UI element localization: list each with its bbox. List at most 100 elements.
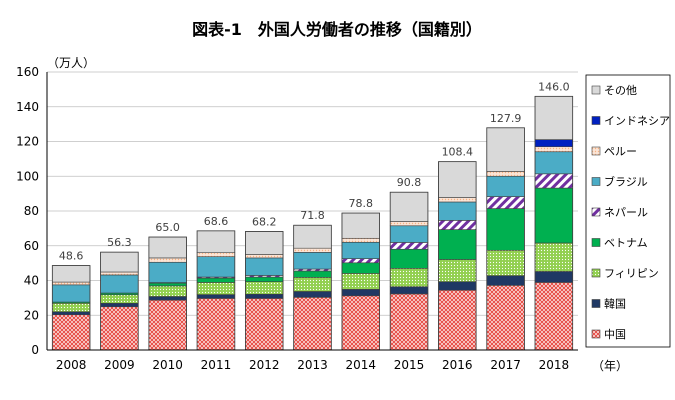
bar-segment [148,257,187,263]
bar-segment [148,261,187,283]
bar-segment [52,314,91,351]
bar-segment [389,191,429,222]
y-tick-label: 80 [24,204,39,218]
bar-segment [196,252,236,257]
x-tick-label: 2015 [394,358,425,372]
bar-segment [245,254,284,259]
bar-segment [486,208,525,251]
bar-segment [100,274,139,294]
legend-swatch [591,177,601,186]
bar-segment [534,96,573,140]
bar-segment [293,252,332,270]
x-tick-label: 2018 [539,358,570,372]
bar-segment [486,285,525,351]
legend-label: ペルー [604,145,637,158]
bar-segment [534,151,573,175]
total-label: 56.3 [107,236,132,249]
legend-swatch [591,238,601,247]
bar-segment [341,212,380,239]
bar-segment [148,236,187,259]
bar-segment [293,270,332,278]
bar-segment [245,281,284,295]
legend-label: 韓国 [604,298,626,311]
bar-segment [438,220,477,230]
bar-segment [52,302,91,313]
total-label: 71.8 [300,209,325,222]
total-label: 90.8 [397,176,422,189]
bar-segment [341,241,380,259]
bar-segment [196,256,236,278]
x-tick-label: 2014 [345,358,376,372]
bar-segment [52,284,91,303]
bar-segment [534,282,573,351]
legend-label: ベトナム [604,237,648,250]
total-label: 127.9 [490,112,522,125]
legend-swatch [591,116,601,125]
bar-segment [486,171,525,177]
bar-segment [389,293,429,351]
bar-segment [534,242,573,272]
x-axis-ticks: 2008 2009 2010 2011 2012 2013 2014 2015 2016 2017… [56,358,569,372]
legend-swatch [591,299,601,308]
bar-segment [196,277,236,283]
bar-segment [341,295,380,351]
bar-segment [438,281,477,291]
legend-swatch [591,85,601,95]
bar-segment [438,161,477,198]
y-tick-label: 100 [16,169,39,183]
bar-segment [293,277,332,292]
chart-title: 図表-1 外国人労働者の推移（国籍別） [192,20,482,39]
bar-segment [100,302,139,308]
x-tick-label: 2010 [152,358,183,372]
bar-segment [389,248,429,269]
bar-segment [52,311,91,316]
axes [46,72,578,351]
x-tick-label: 2008 [56,358,87,372]
total-label: 65.0 [155,221,180,234]
bar-segment [534,139,573,148]
bar-segment [100,306,139,351]
bar-segment [293,247,332,253]
legend-swatch [591,329,601,339]
y-tick-label: 0 [31,343,39,357]
legend-label: フィリピン [604,267,659,280]
y-axis-ticks: 0 20 40 60 80 100 120 140 160 [16,65,39,357]
bar-segment [148,299,187,351]
legend-label: その他 [604,84,637,97]
y-tick-label: 20 [24,308,39,322]
bar-segment [389,225,429,243]
bar-segment [341,289,380,297]
bar-segment [389,286,429,295]
total-label: 68.2 [252,216,277,229]
legend-swatch [591,146,601,156]
bar-segment [534,187,573,244]
bar-segment [341,237,380,243]
legend-label: ネパール [604,206,648,219]
x-tick-label: 2009 [104,358,135,372]
x-tick-label: 2017 [490,358,521,372]
legend-swatch [591,207,601,217]
bar-segment [245,298,284,351]
y-tick-label: 60 [24,239,39,253]
bar-segment [245,257,284,276]
bar-segment [534,146,573,153]
x-axis-label: （年） [592,359,628,373]
bar-segment [486,196,525,209]
bar-segment [486,249,525,276]
x-tick-label: 2013 [297,358,328,372]
bar-segment [245,231,284,255]
bar-segment [534,271,573,283]
bar-segment [389,268,429,288]
legend-label: 中国 [604,328,626,341]
bar-segment [438,197,477,203]
y-tick-label: 140 [16,100,39,114]
bar-segment [341,258,380,264]
bar-segment [389,221,429,227]
bar-segment [148,282,187,287]
bar-segment [534,173,573,189]
legend-swatch [591,268,601,278]
bar-segment [245,293,284,299]
bar-segment [100,251,139,273]
